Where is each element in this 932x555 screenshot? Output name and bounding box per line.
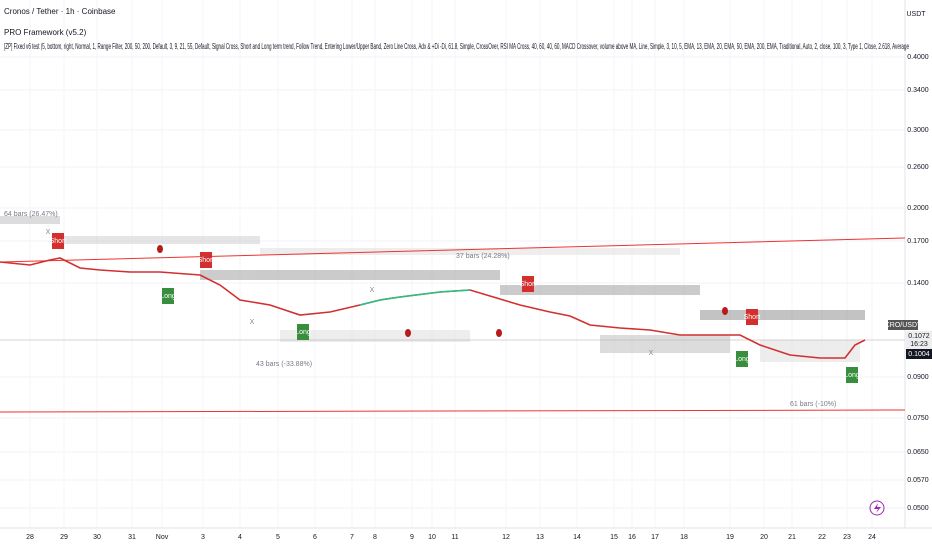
measurement-label: 61 bars (-10%) [790, 401, 836, 408]
bands [0, 216, 865, 362]
signal-label: Short [520, 281, 537, 288]
alert-icon[interactable] [869, 500, 885, 516]
price-label: 0.0900 [907, 374, 929, 381]
time-label: 23 [843, 534, 851, 541]
price-label: 0.0650 [907, 449, 929, 456]
signal-label: Long [844, 372, 860, 379]
measurement-label: 43 bars (-33.88%) [256, 361, 312, 368]
cursor-price: 0.1004 [908, 351, 930, 358]
cross-mark: X [46, 229, 51, 236]
symbol-title: Cronos / Tether · 1h · Coinbase [4, 7, 116, 16]
cursor-price-tag [906, 349, 932, 359]
time-label: 16 [628, 534, 636, 541]
measurement-label: 37 bars (24.28%) [456, 253, 510, 260]
signal-badge [297, 324, 309, 340]
time-label: 21 [788, 534, 796, 541]
last-price: 0.1072 [908, 333, 930, 340]
countdown: 16:23 [910, 341, 928, 348]
price-label: 0.3000 [907, 127, 929, 134]
time-label: 17 [651, 534, 659, 541]
time-label: 30 [93, 534, 101, 541]
time-label: 5 [276, 534, 280, 541]
time-label: 15 [610, 534, 618, 541]
indicator-name: PRO Framework (v5.2) [4, 28, 87, 37]
price-label: 0.4000 [907, 54, 929, 61]
signal-label: Short [50, 238, 67, 245]
time-label: 24 [868, 534, 876, 541]
time-label: 8 [373, 534, 377, 541]
signal-label: Short [198, 257, 215, 264]
price-label: 0.2000 [907, 205, 929, 212]
symbol-tag [888, 320, 918, 330]
time-label: 7 [350, 534, 354, 541]
signal-badge [736, 351, 748, 367]
time-label: 6 [313, 534, 317, 541]
band [500, 285, 700, 295]
signal-label: Long [734, 356, 750, 363]
signal-dots [157, 245, 728, 337]
band [760, 340, 860, 362]
time-label: 14 [573, 534, 581, 541]
time-label: 9 [410, 534, 414, 541]
price-label: 0.3400 [907, 87, 929, 94]
signal-label: Short [744, 314, 761, 321]
signal-dot [405, 329, 411, 337]
price-label: 0.0500 [907, 505, 929, 512]
time-label: 18 [680, 534, 688, 541]
time-label: 20 [760, 534, 768, 541]
band [200, 270, 500, 280]
indicator-name: [ZP] Fixed v6 test (5, bottom, right, No… [4, 42, 909, 51]
trend-line [0, 237, 906, 263]
time-label: 22 [818, 534, 826, 541]
time-label: 31 [128, 534, 136, 541]
trend-line [0, 409, 906, 413]
cross-mark: X [370, 287, 375, 294]
currency: USDT [906, 11, 926, 18]
band [0, 216, 60, 224]
labels: 0.4000 0.3400 0.3000 0.2600 0.2000 0.1700 0.14… [4, 54, 929, 541]
band [600, 335, 730, 353]
time-label: 19 [726, 534, 734, 541]
signal-badge [746, 309, 758, 325]
price-line-up [359, 289, 471, 306]
band [260, 248, 680, 255]
time-label: 13 [536, 534, 544, 541]
price-label: 0.0570 [907, 477, 929, 484]
price-label: 0.1700 [907, 238, 929, 245]
signal-badge [162, 288, 174, 304]
symbol-tag-text: CRO/USDT [885, 322, 922, 329]
signal-dot [722, 307, 728, 315]
alert-icon-bolt [874, 503, 881, 513]
time-label: 28 [26, 534, 34, 541]
time-label: 12 [502, 534, 510, 541]
signal-badge [200, 252, 212, 268]
last-price-tag [906, 331, 932, 349]
cross-mark: X [649, 350, 654, 357]
time-label: 11 [451, 534, 458, 541]
signal-label: Long [160, 293, 176, 300]
time-label: 4 [238, 534, 242, 541]
time-label: Nov [156, 534, 169, 541]
signal-badge [846, 367, 858, 383]
time-label: 10 [428, 534, 436, 541]
price-label: 0.0750 [907, 415, 929, 422]
signal-label: Long [295, 329, 311, 336]
band [280, 330, 470, 342]
price-label: 0.1400 [907, 280, 929, 287]
cross-mark: X [250, 319, 255, 326]
measurement-label: 64 bars (26.47%) [4, 211, 58, 218]
band [60, 236, 260, 244]
signal-badge [522, 276, 534, 292]
band [700, 310, 865, 320]
signal-dot [496, 329, 502, 337]
signal-badge [52, 233, 64, 249]
time-label: 29 [60, 534, 68, 541]
grid [0, 56, 905, 509]
signal-dot [157, 245, 163, 253]
time-label: 3 [201, 534, 205, 541]
price-label: 0.2600 [907, 164, 929, 171]
